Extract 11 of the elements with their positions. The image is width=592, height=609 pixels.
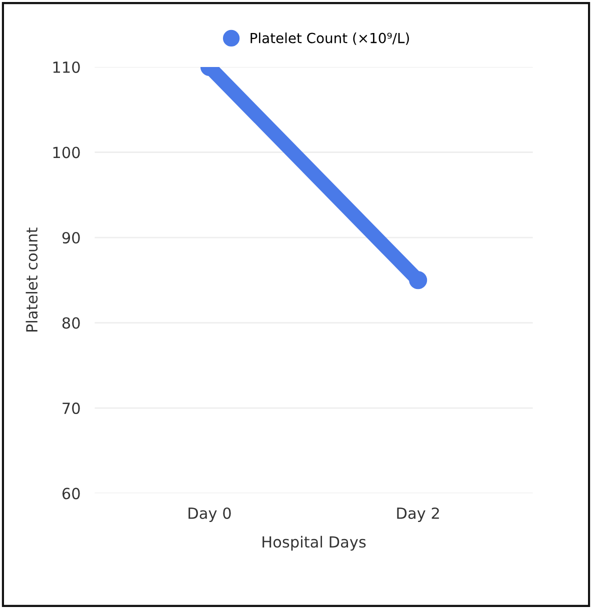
y-tick-label: 80 (62, 317, 80, 329)
x-tick-label: Day 0 (188, 507, 231, 522)
y-tick-label: 60 (62, 488, 80, 500)
y-tick-label: 110 (53, 61, 80, 74)
x-axis-title: Hospital Days (262, 536, 366, 551)
x-tick-label: Day 2 (397, 507, 439, 522)
legend-label: Platelet Count (×10⁹/L) (250, 32, 409, 45)
y-tick-label: 70 (62, 402, 80, 414)
y-tick-label: 90 (62, 232, 80, 244)
y-tick-label: 100 (53, 146, 80, 158)
y-axis-title: Platelet count (26, 228, 38, 332)
